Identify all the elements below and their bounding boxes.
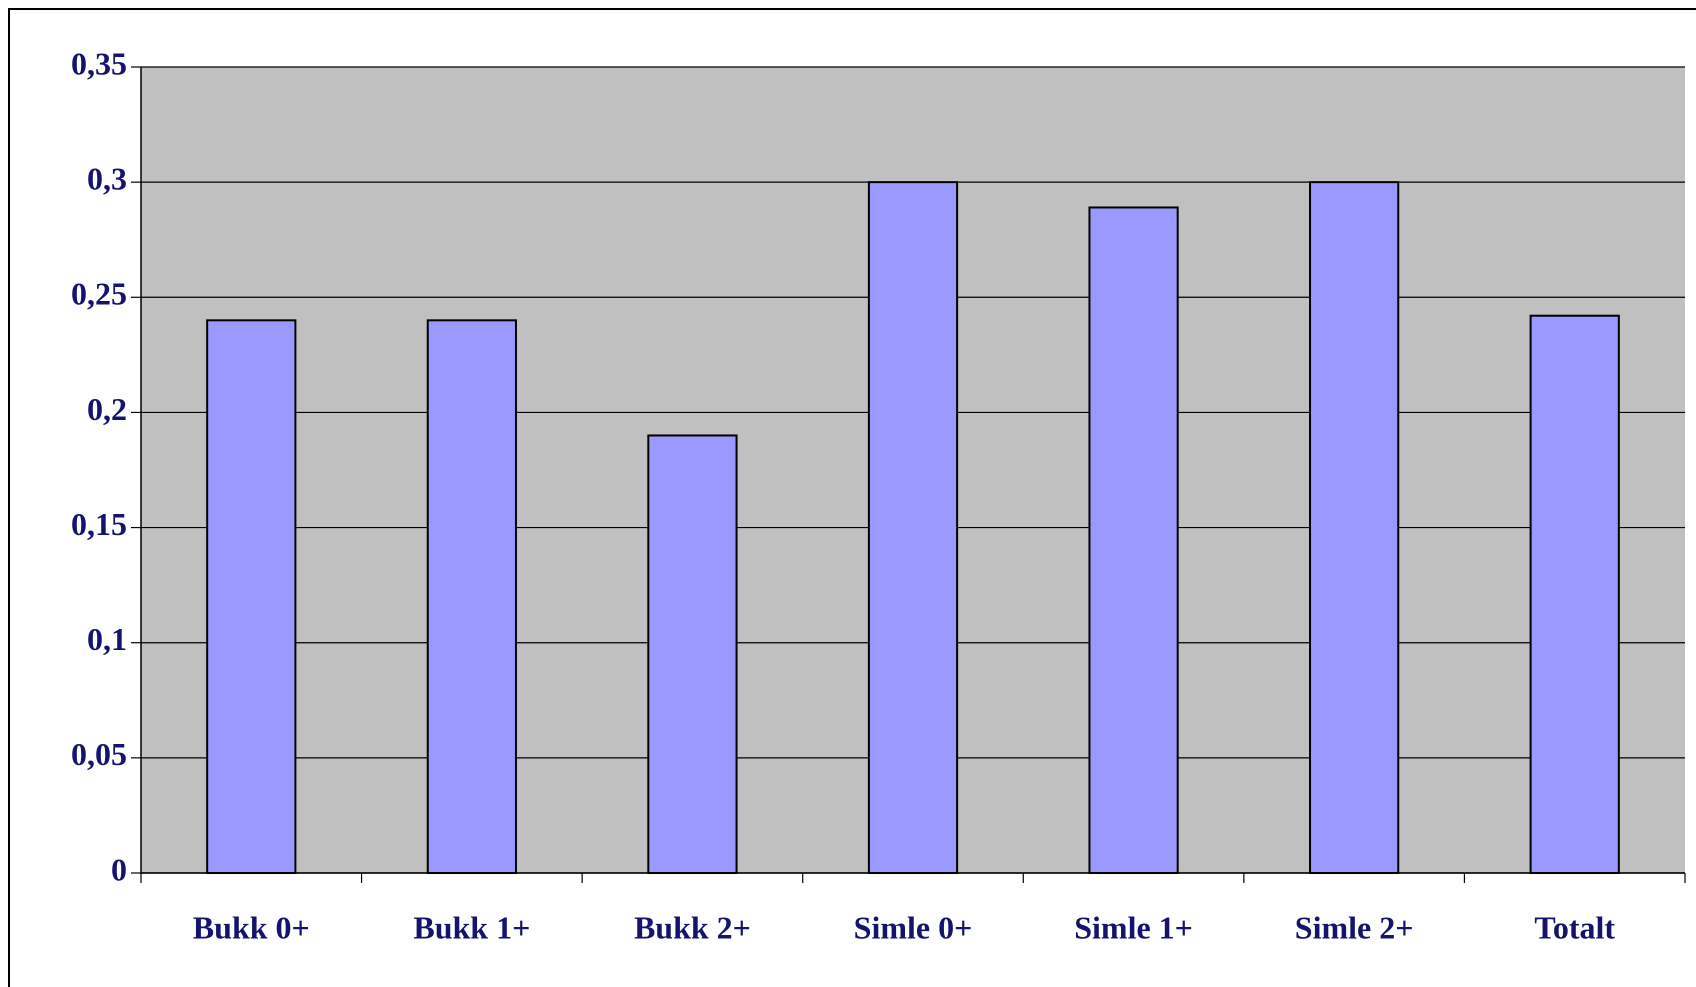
x-tick-label: Bukk 0+: [193, 909, 310, 945]
y-tick-label: 0: [111, 851, 127, 887]
bar: [206, 319, 297, 875]
x-tick-label: Bukk 1+: [413, 909, 530, 945]
y-tick-label: 0,15: [71, 506, 127, 542]
y-tick-label: 0,3: [87, 160, 127, 196]
y-tick-label: 0,1: [87, 621, 127, 657]
x-tick-label: Simle 0+: [854, 909, 973, 945]
bar: [1309, 181, 1400, 874]
y-tick-label: 0,25: [71, 276, 127, 312]
y-tick-label: 0,05: [71, 736, 127, 772]
x-tick-label: Simle 2+: [1295, 909, 1414, 945]
bar: [647, 434, 738, 874]
x-tick-label: Totalt: [1534, 909, 1615, 945]
x-tick-label: Simle 1+: [1074, 909, 1193, 945]
bar: [426, 319, 517, 875]
x-tick-label: Bukk 2+: [634, 909, 751, 945]
y-tick-label: 0,2: [87, 391, 127, 427]
bar: [867, 181, 959, 874]
y-tick-label: 0,35: [71, 45, 127, 81]
bar: [1088, 206, 1179, 874]
bar: [1529, 314, 1620, 874]
